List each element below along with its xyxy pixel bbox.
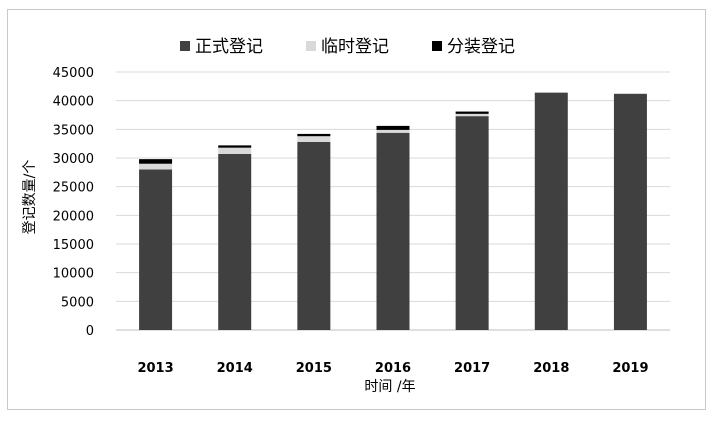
- bar-segment: [139, 169, 173, 330]
- x-tick-label: 2017: [454, 361, 490, 376]
- y-tick-label: 0: [86, 324, 94, 339]
- legend: 正式登记 临时登记 分装登记: [180, 37, 515, 57]
- y-axis-title: 登记数量/个: [22, 160, 38, 235]
- bar-segment: [534, 92, 568, 330]
- bar-segment: [297, 133, 331, 137]
- bar-segment: [297, 136, 331, 142]
- stacked-bar-chart: 0 5000 10000 15000 20000 25000 30000 35000 40000…: [22, 37, 670, 395]
- bars: [139, 92, 647, 330]
- y-tick-label: 45000: [53, 66, 94, 81]
- y-tick-labels: 0 5000 10000 15000 20000 25000 30000 35000 40000…: [53, 66, 94, 339]
- bar-segment: [376, 125, 410, 130]
- bar-segment: [139, 163, 173, 170]
- bar-segment: [455, 116, 489, 330]
- legend-label: 分装登记: [447, 37, 515, 57]
- x-tick-labels: 2013 2014 2015 2016 2017 2018 2019: [137, 361, 648, 376]
- bar-segment: [376, 132, 410, 330]
- y-tick-label: 25000: [53, 181, 94, 196]
- bar-segment: [613, 93, 647, 330]
- bar-segment: [218, 147, 252, 154]
- y-tick-label: 30000: [53, 152, 94, 167]
- x-tick-label: 2019: [612, 361, 648, 376]
- legend-label: 临时登记: [321, 37, 389, 57]
- x-tick-label: 2018: [533, 361, 569, 376]
- x-tick-label: 2016: [375, 361, 411, 376]
- y-tick-label: 5000: [61, 295, 94, 310]
- bar-segment: [218, 153, 252, 330]
- y-tick-label: 35000: [53, 123, 94, 138]
- y-tick-label: 15000: [53, 238, 94, 253]
- bar-segment: [376, 129, 410, 133]
- x-tick-label: 2015: [296, 361, 332, 376]
- legend-label: 正式登记: [195, 37, 263, 57]
- x-tick-label: 2013: [137, 361, 173, 376]
- legend-swatch: [180, 41, 190, 51]
- bar-segment: [455, 111, 489, 114]
- y-tick-label: 20000: [53, 209, 94, 224]
- y-tick-label: 10000: [53, 267, 94, 282]
- bar-segment: [297, 141, 331, 330]
- bar-segment: [455, 113, 489, 117]
- legend-swatch: [432, 41, 442, 51]
- x-axis-title: 时间 /年: [364, 379, 415, 395]
- y-tick-label: 40000: [53, 95, 94, 110]
- bar-segment: [218, 145, 252, 148]
- x-tick-label: 2014: [217, 361, 253, 376]
- legend-swatch: [306, 41, 316, 51]
- chart-frame: 0 5000 10000 15000 20000 25000 30000 35000 40000…: [7, 9, 706, 410]
- bar-segment: [139, 159, 173, 164]
